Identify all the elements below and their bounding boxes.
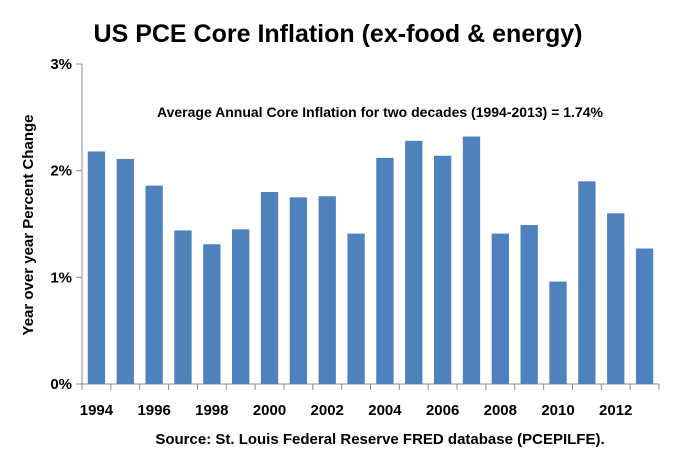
x-tick-label: 1998 (195, 402, 228, 419)
y-tick-label: 0% (50, 376, 72, 393)
bar-1999 (232, 229, 250, 384)
bar-1995 (116, 158, 134, 384)
bar-1994 (87, 151, 106, 384)
bar-2008 (491, 233, 509, 384)
y-tick-label: 1% (50, 269, 72, 286)
bar-1997 (174, 230, 192, 384)
chart-annotation: Average Annual Core Inflation for two de… (157, 104, 603, 120)
bar-1996 (145, 185, 163, 384)
bar-2003 (347, 233, 365, 384)
bar-2011 (578, 181, 596, 384)
y-axis-label: Year over year Percent Change (20, 115, 37, 336)
x-tick-label: 2010 (541, 402, 574, 419)
bar-2006 (433, 155, 452, 384)
bar-2002 (318, 196, 336, 384)
x-tick-label: 2012 (599, 402, 632, 419)
x-tick-label: 2002 (311, 402, 344, 419)
bar-2007 (462, 136, 481, 384)
x-tick-label: 2006 (426, 402, 459, 419)
bar-1998 (203, 244, 221, 384)
x-tick-label: 2004 (368, 402, 402, 419)
bar-2004 (376, 157, 394, 384)
bar-2001 (289, 197, 308, 384)
bar-2010 (549, 281, 567, 384)
chart-title: US PCE Core Inflation (ex-food & energy) (94, 20, 583, 48)
x-tick-label: 1996 (137, 402, 170, 419)
plot-area: 0% 1% 2% 3% 1994 1996 1998 2000 2002 2004 2006 2008… (50, 56, 660, 419)
bar-2009 (520, 225, 538, 384)
y-tick-label: 3% (50, 56, 72, 73)
bar-2012 (607, 213, 625, 384)
bar-2013 (635, 248, 654, 384)
source-note: Source: St. Louis Federal Reserve FRED d… (155, 431, 604, 448)
x-tick-label: 2000 (253, 402, 286, 419)
x-tick-label: 2008 (484, 402, 517, 419)
x-tick-label: 1994 (80, 402, 114, 419)
bar-2005 (405, 140, 423, 384)
y-tick-label: 2% (50, 163, 72, 180)
bar-2000 (260, 192, 279, 384)
